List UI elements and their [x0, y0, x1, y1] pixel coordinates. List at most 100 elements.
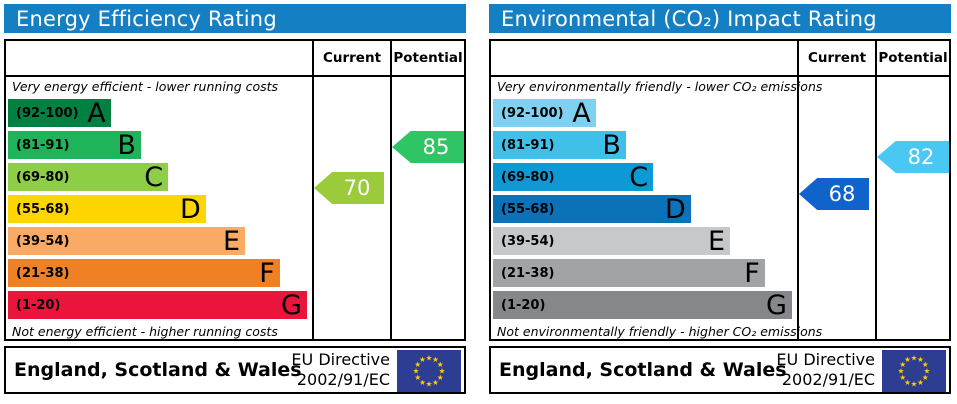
band-letter: A [572, 97, 591, 129]
potential-rating-pointer: 82 [877, 141, 949, 173]
energy-efficiency-panel: Energy Efficiency Rating Current Potenti… [4, 4, 466, 396]
svg-text:★: ★ [917, 355, 924, 364]
eu-directive-line1: EU Directive [291, 350, 390, 369]
svg-text:★: ★ [904, 378, 911, 387]
svg-text:★: ★ [413, 367, 420, 376]
band-letter: G [281, 289, 302, 321]
svg-text:★: ★ [437, 360, 444, 369]
current-column-header: Current [322, 50, 382, 66]
svg-text:★: ★ [904, 355, 911, 364]
band-letter: A [87, 97, 106, 129]
band-range: (69-80) [501, 169, 555, 185]
band-row-e: (39-54) E [493, 227, 795, 255]
band-range: (55-68) [501, 201, 555, 217]
band-letter: B [117, 129, 136, 161]
rating-band-b: (81-91) B [8, 131, 141, 159]
svg-text:★: ★ [432, 378, 439, 387]
header-divider [491, 75, 949, 77]
rating-band-a: (92-100) A [493, 99, 596, 127]
band-letter: F [259, 257, 275, 289]
panel-title-bar: Energy Efficiency Rating [4, 4, 466, 33]
svg-text:★: ★ [426, 354, 433, 363]
rating-band-c: (69-80) C [493, 161, 654, 193]
band-row-c: (69-80) C [493, 163, 795, 191]
panel-title: Environmental (CO₂) Impact Rating [501, 6, 877, 31]
bottom-caption: Not environmentally friendly - higher CO… [497, 324, 823, 339]
svg-text:★: ★ [917, 378, 924, 387]
band-range: (21-38) [501, 265, 555, 281]
rating-bands: (92-100) A (81-91) B (69-80) C (55-68) [8, 99, 310, 323]
band-range: (1-20) [501, 297, 546, 313]
footer: England, Scotland & Wales EU Directive 2… [4, 346, 466, 394]
region-label: England, Scotland & Wales [499, 359, 787, 381]
current-column-header: Current [807, 50, 867, 66]
rating-band-c: (69-80) C [8, 161, 169, 193]
eu-directive-line2: 2002/91/EC [781, 370, 875, 389]
rating-band-e: (39-54) E [8, 225, 246, 257]
band-row-g: (1-20) G [493, 291, 795, 319]
svg-text:★: ★ [419, 378, 426, 387]
svg-text:★: ★ [432, 355, 439, 364]
band-letter: B [602, 129, 621, 161]
rating-band-a: (92-100) A [8, 99, 111, 127]
environmental-impact-panel: Environmental (CO₂) Impact Rating Curren… [489, 4, 951, 396]
current-rating-pointer: 70 [314, 172, 384, 204]
column-divider [312, 41, 314, 339]
top-caption: Very energy efficient - lower running co… [12, 79, 279, 94]
svg-text:★: ★ [924, 367, 931, 376]
band-row-e: (39-54) E [8, 227, 310, 255]
band-letter: E [708, 225, 726, 257]
eu-directive-label: EU Directive 2002/91/EC [776, 348, 875, 392]
region-label: England, Scotland & Wales [14, 359, 302, 381]
panel-title: Energy Efficiency Rating [16, 6, 277, 31]
top-caption: Very environmentally friendly - lower CO… [497, 79, 823, 94]
band-row-d: (55-68) D [8, 195, 310, 223]
svg-text:★: ★ [922, 360, 929, 369]
band-range: (81-91) [16, 137, 70, 153]
rating-band-d: (55-68) D [493, 195, 691, 223]
band-row-d: (55-68) D [493, 195, 795, 223]
svg-text:★: ★ [911, 354, 918, 363]
band-row-b: (81-91) B [493, 131, 795, 159]
band-row-f: (21-38) F [8, 259, 310, 287]
band-range: (1-20) [16, 297, 61, 313]
band-row-a: (92-100) A [493, 99, 795, 127]
rating-band-f: (21-38) F [493, 259, 765, 287]
band-range: (39-54) [501, 233, 555, 249]
eu-directive-label: EU Directive 2002/91/EC [291, 348, 390, 392]
band-letter: D [665, 193, 686, 225]
band-letter: E [223, 225, 241, 257]
rating-band-g: (1-20) G [8, 291, 307, 319]
rating-band-g: (1-20) G [493, 291, 792, 319]
svg-text:★: ★ [419, 355, 426, 364]
band-row-g: (1-20) G [8, 291, 310, 319]
svg-text:★: ★ [899, 360, 906, 369]
band-letter: F [744, 257, 760, 289]
current-rating-value: 68 [828, 182, 856, 206]
eu-flag-icon: ★ ★★ ★★★ ★★★ ★★★ [882, 350, 946, 392]
rating-table: Current Potential Very energy efficient … [4, 39, 466, 341]
rating-table: Current Potential Very environmentally f… [489, 39, 951, 341]
current-rating-pointer: 68 [799, 178, 869, 210]
rating-band-e: (39-54) E [493, 225, 731, 257]
potential-rating-value: 82 [907, 145, 935, 169]
eu-directive-line2: 2002/91/EC [296, 370, 390, 389]
svg-text:★: ★ [439, 367, 446, 376]
band-range: (92-100) [16, 105, 79, 121]
footer: England, Scotland & Wales EU Directive 2… [489, 346, 951, 394]
svg-text:★: ★ [911, 380, 918, 389]
header-divider [6, 75, 464, 77]
band-letter: C [629, 161, 649, 193]
band-letter: G [766, 289, 787, 321]
band-row-f: (21-38) F [493, 259, 795, 287]
band-range: (69-80) [16, 169, 70, 185]
eu-directive-line1: EU Directive [776, 350, 875, 369]
band-row-a: (92-100) A [8, 99, 310, 127]
band-letter: C [144, 161, 164, 193]
band-range: (39-54) [16, 233, 70, 249]
potential-column-header: Potential [878, 50, 948, 66]
svg-text:★: ★ [922, 373, 929, 382]
rating-band-d: (55-68) D [8, 195, 206, 223]
panel-title-bar: Environmental (CO₂) Impact Rating [489, 4, 951, 33]
svg-text:★: ★ [899, 373, 906, 382]
